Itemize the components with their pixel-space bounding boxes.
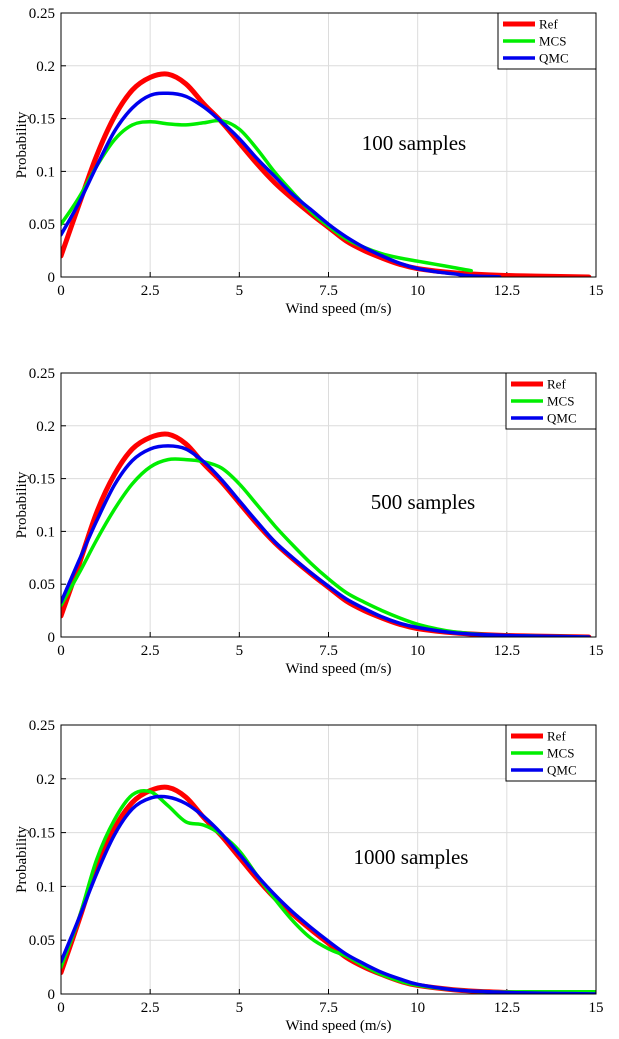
chart-panel-2: 0 2.5 5 7.5 10 12.5 15 0 0.05 0.1 0.15 0.2 0.25 500 s… [14, 366, 604, 677]
x-tick-label: 5 [236, 283, 244, 299]
annotation-label: 1000 samples [354, 845, 469, 869]
x-tick-label: 15 [589, 1000, 604, 1016]
x-axis-label: Wind speed (m/s) [285, 1018, 391, 1034]
y-tick-label: 0.25 [29, 366, 55, 382]
y-tick-label: 0.1 [36, 879, 55, 895]
series-line-qmc [61, 91, 502, 277]
y-tick-label: 0 [48, 987, 56, 1003]
x-tick-label: 7.5 [319, 283, 338, 299]
y-tick-label: 0.2 [36, 59, 55, 75]
series-line-mcs [61, 118, 473, 273]
x-axis-label: Wind speed (m/s) [285, 661, 391, 677]
series-line-qmc [61, 444, 591, 637]
y-axis-label: Probability [14, 826, 30, 893]
x-tick-label: 5 [236, 643, 244, 659]
y-tick-label: 0 [48, 270, 56, 286]
y-tick-label: 0.25 [29, 6, 55, 22]
legend-label-mcs: MCS [547, 746, 574, 761]
axes-box [60, 372, 597, 638]
axes-box [60, 724, 597, 995]
x-tick-label: 10 [410, 643, 425, 659]
x-tick-label: 7.5 [319, 643, 338, 659]
x-tick-label: 15 [589, 643, 604, 659]
x-tick-label: 12.5 [494, 643, 520, 659]
x-tick-label: 0 [57, 283, 65, 299]
y-tick-label: 0.05 [29, 217, 55, 233]
x-tick-label: 7.5 [319, 1000, 338, 1016]
y-tick-label: 0.25 [29, 718, 55, 734]
legend-label-qmc: QMC [539, 51, 569, 66]
chart-panel-3: 0 2.5 5 7.5 10 12.5 15 0 0.05 0.1 0.15 0.2 0.25 1000 … [14, 718, 604, 1034]
series-line-qmc [61, 794, 596, 994]
annotation-label: 500 samples [371, 490, 475, 514]
y-axis-label: Probability [14, 111, 30, 178]
y-tick-label: 0.2 [36, 772, 55, 788]
y-tick-label: 0.1 [36, 164, 55, 180]
x-tick-label: 2.5 [141, 643, 160, 659]
legend-label-mcs: MCS [547, 394, 574, 409]
y-axis-label: Probability [14, 471, 30, 538]
legend-label-ref: Ref [547, 729, 566, 744]
annotation-label: 100 samples [362, 131, 466, 155]
x-tick-label: 5 [236, 1000, 244, 1016]
x-tick-label: 15 [589, 283, 604, 299]
y-tick-label: 0.15 [29, 112, 55, 128]
chart-panel-1: 0 2.5 5 7.5 10 12.5 15 0 0.05 0.1 0.15 0.2 0.25 100 s… [14, 6, 604, 317]
x-tick-label: 10 [410, 283, 425, 299]
x-tick-label: 12.5 [494, 1000, 520, 1016]
x-tick-label: 10 [410, 1000, 425, 1016]
legend-label-qmc: QMC [547, 763, 577, 778]
legend-label-ref: Ref [539, 17, 558, 32]
x-tick-label: 2.5 [141, 283, 160, 299]
y-tick-label: 0 [48, 630, 56, 646]
legend-label-ref: Ref [547, 377, 566, 392]
y-tick-label: 0.1 [36, 524, 55, 540]
y-tick-label: 0.2 [36, 419, 55, 435]
y-tick-label: 0.05 [29, 933, 55, 949]
x-tick-label: 0 [57, 1000, 65, 1016]
y-tick-label: 0.15 [29, 826, 55, 842]
legend-label-qmc: QMC [547, 411, 577, 426]
legend-label-mcs: MCS [539, 34, 566, 49]
y-tick-label: 0.05 [29, 577, 55, 593]
x-tick-label: 0 [57, 643, 65, 659]
y-tick-label: 0.15 [29, 472, 55, 488]
x-tick-label: 12.5 [494, 283, 520, 299]
x-axis-label: Wind speed (m/s) [285, 301, 391, 317]
x-tick-label: 2.5 [141, 1000, 160, 1016]
axes-box [60, 12, 597, 278]
